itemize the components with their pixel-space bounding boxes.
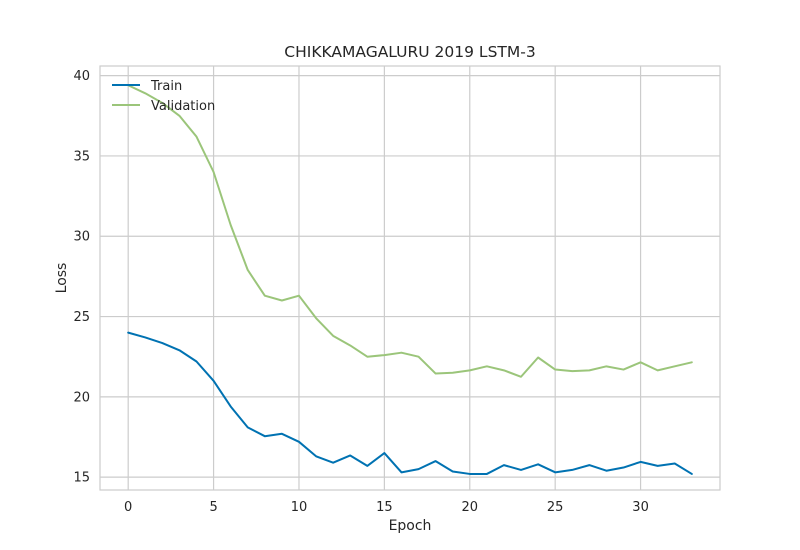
y-tick-label: 35 [73,149,90,164]
x-tick-label: 5 [209,500,217,515]
series-line-validation [127,84,693,378]
grid [100,66,720,490]
legend-label-validation: Validation [151,99,215,114]
plot-frame [99,65,721,491]
tick-labels: 0 5 10 15 20 25 30 15 20 25 30 35 40 [73,69,648,515]
x-tick-label: 15 [376,500,393,515]
x-tick-label: 10 [291,500,308,515]
x-tick-label: 30 [632,500,649,515]
y-tick-label: 15 [73,471,90,486]
x-axis-label: Epoch [389,518,432,534]
legend: Train Validation [112,79,215,114]
plot-area [100,66,720,490]
series-lines [127,84,693,475]
x-tick-label: 25 [547,500,564,515]
chart-title: CHIKKAMAGALURU 2019 LSTM-3 [284,43,535,61]
y-tick-label: 40 [73,69,90,84]
x-tick-label: 20 [462,500,479,515]
x-tick-label: 0 [124,500,132,515]
y-tick-label: 25 [73,310,90,325]
legend-label-train: Train [150,79,182,94]
y-tick-label: 30 [73,230,90,245]
series-line-train [127,331,693,475]
y-axis-label: Loss [54,263,70,294]
y-tick-label: 20 [73,390,90,405]
